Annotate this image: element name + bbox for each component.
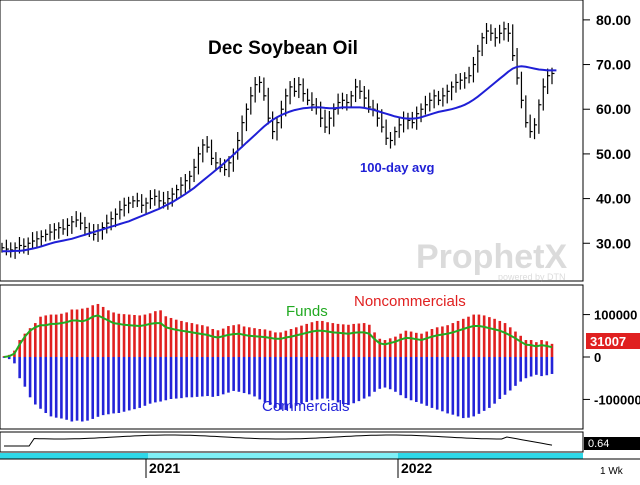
watermark-sub: powered by DTN: [498, 272, 566, 282]
timeline-highlight: [148, 453, 398, 459]
price-y-axis: 30.00 40.00 50.00 60.00 70.00 80.00: [583, 12, 631, 251]
price-panel-frame: [0, 0, 584, 282]
oscillator-line: [4, 434, 553, 447]
price-y-tick-label: 40.00: [596, 191, 631, 207]
cot-y-tick-label: -100000: [594, 392, 640, 407]
price-y-tick-label: 50.00: [596, 146, 631, 162]
cot-y-tick-label: 100000: [594, 308, 637, 323]
noncommercials-label: Noncommercials: [354, 293, 466, 310]
chart-title: Dec Soybean Oil: [208, 38, 358, 59]
funds-line: [3, 314, 553, 358]
cot-y-axis: 100000 0 -100000: [583, 308, 640, 407]
oscillator-last-value: 0.64: [588, 438, 609, 450]
price-bars: [1, 21, 555, 259]
watermark: ProphetX powered by DTN: [416, 238, 567, 282]
cot-bars: [2, 303, 554, 422]
watermark-main: ProphetX: [416, 238, 567, 276]
commercials-label: Commercials: [262, 398, 350, 415]
price-y-tick-label: 60.00: [596, 101, 631, 117]
moving-average-line: [2, 65, 557, 253]
cot-last-value-box: [586, 333, 640, 349]
oscillator-last-value-box: [584, 437, 640, 450]
oscillator-panel-frame: [0, 431, 584, 453]
cot-last-value: 31007: [590, 334, 626, 349]
price-y-tick-label: 80.00: [596, 12, 631, 28]
cot-y-tick-label: 0: [594, 350, 601, 365]
interval-label: 1 Wk: [600, 466, 624, 477]
moving-average-label: 100-day avg: [360, 160, 434, 175]
x-label-2021: 2021: [149, 460, 180, 476]
price-y-tick-label: 70.00: [596, 57, 631, 73]
price-y-tick-label: 30.00: [596, 235, 631, 251]
funds-label: Funds: [286, 303, 328, 320]
x-label-2022: 2022: [401, 460, 432, 476]
